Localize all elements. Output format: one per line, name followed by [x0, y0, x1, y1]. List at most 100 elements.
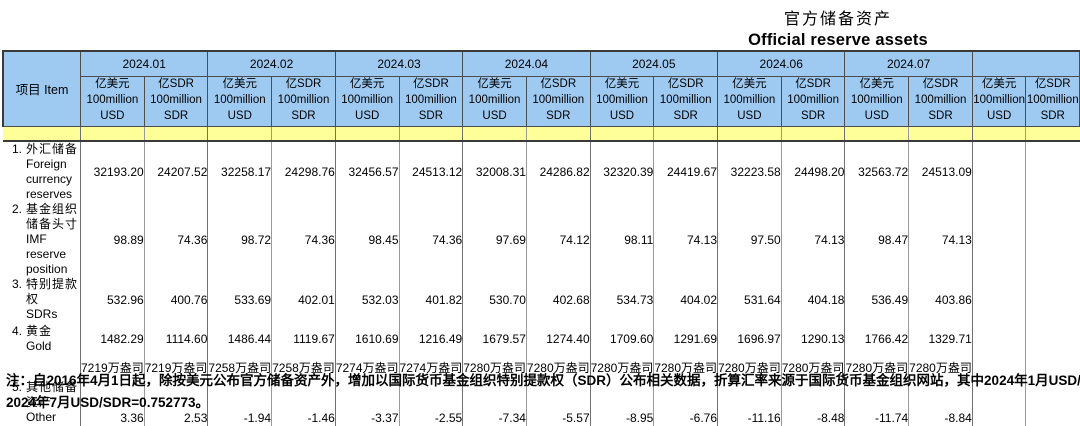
value-cell-usd: 3.36 [80, 380, 145, 426]
value-cell-sdr: 402.68 [525, 277, 591, 322]
unit-header-line: 亿美元 [981, 78, 1017, 91]
title-chinese: 官方储备资产 [783, 11, 892, 28]
unit-header-usd: 亿美元 100million USD [462, 75, 527, 127]
item-cell-content: 4. 黄金 Gold [3, 324, 80, 354]
unit-header-line: 100million [723, 94, 776, 107]
value-cell-usd: -11.74 [844, 380, 909, 426]
month-header-2024.05: 2024.05 [589, 50, 719, 77]
unit-header-line: 100million [150, 94, 202, 107]
unit-header-line: 100million [659, 94, 712, 107]
unit-header-usd: 亿美元 100million USD [207, 75, 273, 127]
value-cell-usd: 532.96 [80, 277, 145, 322]
band-cell [143, 125, 208, 142]
value-cell-usd: -8.95 [589, 380, 654, 426]
value-cell-sdr: 24298.76 [271, 141, 336, 202]
band-cell [334, 125, 400, 142]
band-cell [780, 125, 845, 142]
band-cell [3, 125, 81, 142]
band-cell [80, 125, 145, 142]
page-title: 官方储备资产 Official reserve assets [0, 5, 1080, 50]
value-cell-sdr: 74.13 [653, 202, 718, 277]
unit-header-line: 亿SDR [540, 78, 577, 91]
unit-header-line: SDR [673, 109, 698, 122]
month-header-partial [971, 50, 1080, 77]
value-cell-sdr: -6.76 [653, 380, 718, 426]
unit-header-line: 亿SDR [285, 78, 322, 91]
band-cell [525, 125, 591, 142]
value-cell-usd: 98.72 [207, 202, 272, 277]
value-cell-usd: 1610.69 [334, 322, 400, 355]
unit-header-line: 亿美元 [604, 78, 640, 91]
value-cell-sdr: 7280万盎司 [908, 355, 973, 380]
value-cell-usd: 97.69 [462, 202, 527, 277]
unit-header-line: SDR [1040, 109, 1065, 122]
value-cell-sdr: 74.13 [908, 202, 973, 277]
item-cell-content: 2. 基金组织储备头寸 IMF reserve position [3, 202, 80, 277]
item-line-zh: 5. 其他储备资产 [12, 380, 80, 410]
item-line-zh: 2. 基金组织储备头寸 [12, 202, 80, 232]
value-cell-sdr: 7280万盎司 [780, 355, 845, 380]
value-cell-sdr: 74.36 [398, 202, 463, 277]
value-cell-sdr: 404.02 [653, 277, 718, 322]
unit-header-line: SDR [800, 109, 826, 122]
value-cell-sdr: 24513.09 [908, 141, 973, 202]
unit-header-usd: 亿美元 100million USD [717, 75, 782, 127]
item-name-zh: 特别提款权 [26, 277, 79, 306]
unit-header-line: 亿美元 [95, 78, 130, 91]
value-cell-usd: 533.69 [207, 277, 272, 322]
unit-header-line: USD [737, 109, 762, 122]
value-cell-sdr: -1.46 [271, 380, 336, 426]
unit-header-line: 100million [277, 94, 330, 107]
unit-header-line: 100million [213, 94, 266, 107]
value-cell-usd [971, 355, 1026, 380]
value-cell-sdr [1025, 277, 1080, 322]
month-header-2024.06: 2024.06 [717, 50, 846, 77]
row-item-label: 3. 特别提款权 SDRs [3, 277, 81, 322]
unit-header-line: 100million [404, 94, 457, 107]
value-cell-usd: 531.64 [717, 277, 782, 322]
unit-header-line: 亿SDR [795, 78, 831, 91]
value-cell-usd [971, 380, 1026, 426]
value-cell-usd [971, 277, 1026, 322]
value-cell-usd: 32193.20 [80, 141, 145, 202]
row-item-label: 2. 基金组织储备头寸 IMF reserve position [3, 202, 81, 277]
value-cell-sdr: 1114.60 [143, 322, 208, 355]
item-number: 3. [12, 277, 23, 291]
item-name-zh: 基金组织储备头寸 [26, 202, 79, 231]
unit-header-sdr: 亿SDR 100million SDR [143, 75, 209, 127]
footnote-line-1: 注：自2016年4月1日起，除按美元公布官方储备资产外，增加以国际货币基金组织特… [6, 373, 1080, 388]
item-number: 4. [12, 323, 23, 338]
unit-header-line: 亿SDR [1034, 78, 1071, 91]
value-cell-usd: 98.45 [334, 202, 400, 277]
band-cell [398, 125, 463, 142]
unit-header-sdr: 亿SDR 100million SDR [908, 75, 973, 127]
unit-header-line: 亿美元 [222, 78, 258, 91]
value-cell-usd: 7274万盎司 [334, 355, 400, 380]
value-cell-sdr: 1291.69 [653, 322, 718, 355]
unit-header-line: 100million [468, 94, 521, 107]
unit-header-line: 100million [341, 94, 394, 107]
band-cell [908, 125, 973, 142]
value-cell-sdr: -5.57 [525, 380, 591, 426]
unit-header-line: USD [482, 109, 507, 122]
value-cell-sdr: 24286.82 [525, 141, 591, 202]
value-cell-usd: 1766.42 [844, 322, 909, 355]
value-cell-usd: 98.11 [589, 202, 654, 277]
band-cell [844, 125, 909, 142]
band-cell [653, 125, 718, 142]
unit-header-line: 100million [914, 94, 967, 107]
value-cell-sdr: 403.86 [908, 277, 973, 322]
value-cell-usd: 98.47 [844, 202, 909, 277]
unit-header-line: USD [609, 109, 635, 122]
band-cell [207, 125, 272, 142]
value-cell-usd: 1486.44 [207, 322, 272, 355]
month-header-2024.07: 2024.07 [844, 50, 973, 77]
value-cell-sdr: -8.84 [908, 380, 973, 426]
value-cell-usd [971, 141, 1026, 202]
unit-header-line: USD [100, 109, 125, 122]
unit-header-line: 亿美元 [732, 78, 767, 91]
item-name-en: Foreign currency reserves [26, 157, 73, 201]
row-item-spacer [3, 355, 81, 380]
